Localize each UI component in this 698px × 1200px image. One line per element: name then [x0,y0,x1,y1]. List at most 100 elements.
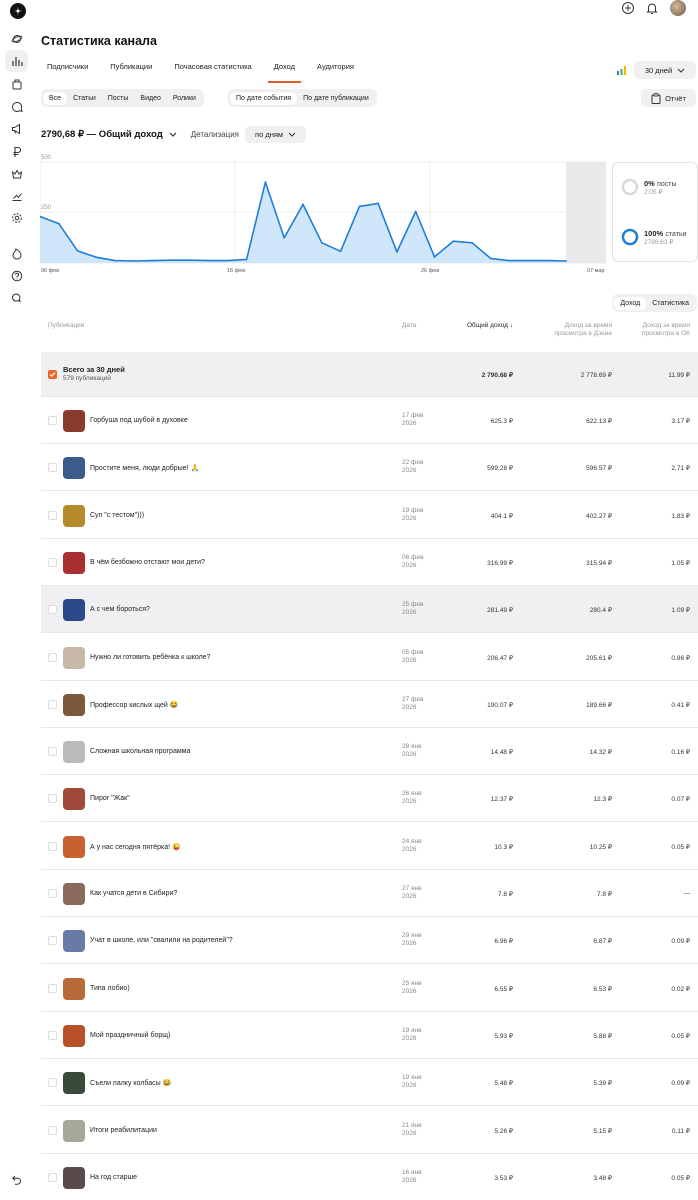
chart-point[interactable] [302,203,304,206]
box-icon[interactable] [9,76,25,92]
publication-title[interactable]: В чём безбожно отстают мои дети? [90,559,205,566]
crown-icon[interactable] [9,166,25,182]
publication-thumbnail[interactable] [63,883,85,905]
tab-subscribers[interactable]: Подписчики [47,62,89,71]
publication-thumbnail[interactable] [63,552,85,574]
publication-title[interactable]: Съели палку колбасы 😂 [90,1080,172,1087]
filter-event-date[interactable]: По дате события [230,91,298,105]
avatar[interactable] [670,0,686,16]
row-checkbox[interactable] [48,605,57,614]
row-checkbox[interactable] [48,794,57,803]
chart-point[interactable] [76,250,79,252]
bell-icon[interactable] [645,1,659,15]
chart-point[interactable] [565,260,567,262]
chart-point[interactable] [339,250,342,253]
detail-select[interactable]: по дням [245,126,307,143]
table-row[interactable]: А у нас сегодня пятёрка! 😜 24 янв 2026 10.3… [41,823,698,870]
tab-hourly[interactable]: Почасовая статистика [174,62,252,71]
row-checkbox[interactable] [48,1173,57,1182]
chart-point[interactable] [151,259,154,262]
table-row[interactable]: Как учатся дети в Сибири? 27 янв 2026 7.8 ₽… [41,870,698,917]
publication-thumbnail[interactable] [63,836,85,858]
publication-title[interactable]: Сложная школьная программа [90,748,191,755]
row-checkbox[interactable] [48,700,57,709]
table-row[interactable]: Итоги реабилитации 21 янв 2026 5.26 ₽ 5.15 ₽… [41,1107,698,1154]
row-checkbox[interactable] [48,1078,57,1087]
publication-thumbnail[interactable] [63,1120,85,1142]
table-row[interactable]: Нужно ли готовить ребёнка к школе? 05 фев… [41,634,698,681]
table-row[interactable]: Простите меня, люди добрые! 🙏 22 фев 2026 5… [41,444,698,491]
row-checkbox[interactable] [48,558,57,567]
chart-point[interactable] [414,210,417,213]
report-button[interactable]: Отчёт [641,89,696,107]
col-publication[interactable]: Публикация [48,322,85,329]
chart-point[interactable] [452,240,455,243]
tab-audience[interactable]: Аудитория [317,62,354,71]
table-row[interactable]: Сложная школьная программа 28 янв 2026 14.4… [41,728,698,775]
publication-title[interactable]: Простите меня, люди добрые! 🙏 [90,465,200,472]
chart-point[interactable] [471,241,473,244]
filter-all[interactable]: Все [43,91,68,105]
view-statistics[interactable]: Статистика [652,299,689,307]
fire-icon[interactable] [9,246,25,262]
logo-icon[interactable] [10,3,26,19]
chevron-down-icon[interactable] [169,132,177,137]
megaphone-icon[interactable] [9,121,25,137]
publication-thumbnail[interactable] [63,457,85,479]
publication-title[interactable]: Пирог "Жак" [90,795,130,802]
table-row[interactable]: Учат в школе, или "свалили на родителей"… [41,917,698,964]
publication-thumbnail[interactable] [63,930,85,952]
publication-title[interactable]: Суп "с тестом"))) [90,512,145,519]
chart-point[interactable] [189,259,192,262]
chart-point[interactable] [264,181,267,184]
publication-title[interactable]: Горбуша под шубой в духовке [90,417,188,424]
comments-icon[interactable] [9,99,25,115]
publication-title[interactable]: Как учатся дети в Сибири? [90,890,178,897]
chart-point[interactable] [170,259,173,262]
col-dzen[interactable]: Доход за время просмотра в Дзене [554,322,612,338]
chart-point[interactable] [433,256,436,258]
row-checkbox[interactable] [48,463,57,472]
chart-point[interactable] [95,256,98,259]
col-ok[interactable]: Доход за время просмотра в ОК [642,322,690,338]
view-income[interactable]: Доход [614,296,647,310]
publication-title[interactable]: А с чем бороться? [90,606,150,613]
table-row[interactable]: Типа лобио) 25 янв 2026 6.55 ₽ 6.53 ₽ 0.02 ₽ [41,965,698,1012]
planet-icon[interactable] [9,31,25,47]
publication-thumbnail[interactable] [63,599,85,621]
total-income[interactable]: 2790,68 ₽ — Общий доход [41,129,163,140]
publication-thumbnail[interactable] [63,1167,85,1189]
row-checkbox[interactable] [48,1126,57,1135]
stats-icon[interactable] [5,50,28,72]
chart-point[interactable] [377,202,379,205]
publication-thumbnail[interactable] [63,647,85,669]
table-row[interactable]: В чём безбожно отстают мои дети? 06 фев 20… [41,539,698,586]
publication-thumbnail[interactable] [63,1025,85,1047]
chart-point[interactable] [283,236,286,239]
chart-point[interactable] [208,259,211,262]
select-all-checkbox[interactable] [48,370,57,379]
row-checkbox[interactable] [48,984,57,993]
chart-point[interactable] [227,259,229,262]
row-checkbox[interactable] [48,842,57,851]
filter-articles[interactable]: Статьи [73,94,96,102]
row-checkbox[interactable] [48,511,57,520]
add-icon[interactable] [621,1,635,15]
table-row[interactable]: Горбуша под шубой в духовке 17 фев 2026 625… [41,397,698,444]
publication-thumbnail[interactable] [63,1072,85,1094]
table-row[interactable]: А с чем бороться? 25 фев 2026 281.49 ₽ 280.4… [41,586,698,633]
publication-thumbnail[interactable] [63,978,85,1000]
publication-thumbnail[interactable] [63,694,85,716]
table-row[interactable]: Мой праздничный борщ) 19 янв 2026 5.93 ₽ 5.8… [41,1012,698,1059]
col-date[interactable]: Дата [402,322,417,329]
chart-point[interactable] [133,260,135,262]
chart-point[interactable] [508,259,511,262]
table-row[interactable]: Суп "с тестом"))) 19 фев 2026 404.1 ₽ 402.27… [41,492,698,539]
publication-title[interactable]: На год старше [90,1174,137,1181]
income-chart[interactable]: 500 250 06 фев 16 фев 26 фев 07 мар [40,150,606,276]
chart-point[interactable] [245,258,248,261]
publication-thumbnail[interactable] [63,505,85,527]
row-checkbox[interactable] [48,416,57,425]
filter-publication-date[interactable]: По дате публикации [303,94,369,102]
publication-thumbnail[interactable] [63,410,85,432]
